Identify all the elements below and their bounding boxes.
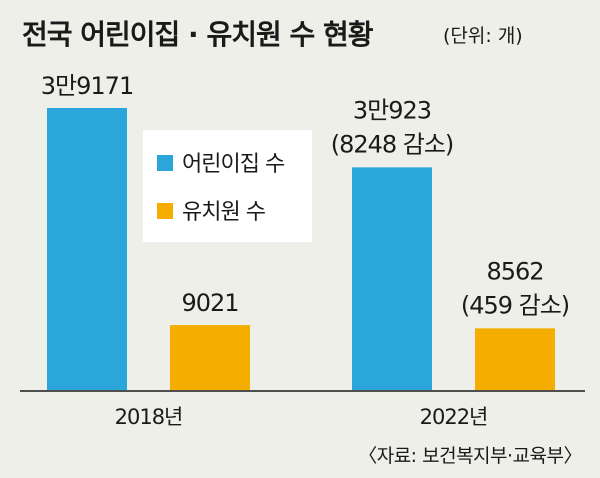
legend-box xyxy=(143,130,312,242)
bar-kindergarten-0 xyxy=(170,325,250,390)
bar-daycare-1 xyxy=(352,167,432,390)
unit-note: (단위: 개) xyxy=(443,25,523,47)
legend-swatch-daycare xyxy=(157,155,173,171)
data-label-daycare-1: 3만923 xyxy=(353,96,431,124)
data-sublabel-kindergarten-1: (459 감소) xyxy=(461,291,569,319)
data-label-kindergarten-0: 9021 xyxy=(181,289,238,317)
bar-daycare-0 xyxy=(47,108,127,390)
x-tick-label-1: 2022년 xyxy=(420,405,488,429)
chart-title: 전국 어린이집 · 유치원 수 현황 xyxy=(22,18,374,51)
legend-swatch-kindergarten xyxy=(157,203,173,219)
legend: 어린이집 수 유치원 수 xyxy=(143,130,312,242)
x-ticks-group: 2018년 2022년 xyxy=(115,405,489,429)
bar-labels-group: 3만9171 3만923 (8248 감소) 9021 8562 (459 감소) xyxy=(41,72,570,319)
legend-label-kindergarten: 유치원 수 xyxy=(182,200,266,225)
x-tick-label-0: 2018년 xyxy=(115,405,183,429)
bars-group xyxy=(47,108,555,390)
source-note: 〈자료: 보건복지부·교육부〉 xyxy=(358,445,582,467)
data-label-daycare-0: 3만9171 xyxy=(41,72,133,100)
data-label-kindergarten-1: 8562 xyxy=(486,257,543,285)
data-sublabel-daycare-1: (8248 감소) xyxy=(331,130,454,158)
legend-label-daycare: 어린이집 수 xyxy=(182,152,285,177)
bar-kindergarten-1 xyxy=(475,328,555,390)
